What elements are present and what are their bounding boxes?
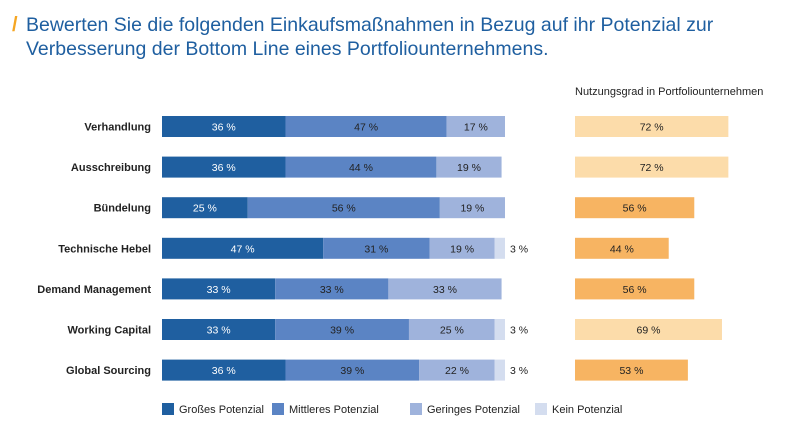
utilization-label-working-capital: 69 % [637,325,661,337]
bar-label-geringes-potenzial-verhandlung: 17 % [464,122,488,134]
legend-swatch-mittleres-potenzial [272,403,284,415]
title-line-2: Verbesserung der Bottom Line eines Portf… [26,38,549,60]
bar-label-grosses-potenzial-global-sourcing: 36 % [212,365,236,377]
bar-label-kein-potenzial-technische-hebel: 3 % [510,243,528,255]
utilization-bar-global-sourcing [575,359,688,381]
bar-label-geringes-potenzial-buendelung: 19 % [460,203,484,215]
legend-swatch-kein-potenzial [535,403,547,415]
utilization-label-demand-management: 56 % [623,284,647,296]
bar-mittleres-potenzial-technische-hebel [323,237,430,259]
bar-mittleres-potenzial-ausschreibung [285,156,437,178]
bar-geringes-potenzial-global-sourcing [419,359,495,381]
bar-label-geringes-potenzial-ausschreibung: 19 % [457,162,481,174]
bar-label-geringes-potenzial-working-capital: 25 % [440,325,464,337]
bar-label-kein-potenzial-working-capital: 3 % [510,325,528,337]
bar-label-mittleres-potenzial-buendelung: 56 % [332,203,356,215]
bar-mittleres-potenzial-working-capital [275,319,409,340]
legend-swatch-grosses-potenzial [162,403,174,415]
bar-label-grosses-potenzial-demand-management: 33 % [207,284,231,296]
bar-label-grosses-potenzial-technische-hebel: 47 % [231,243,255,255]
bar-label-geringes-potenzial-global-sourcing: 22 % [445,365,469,377]
title-accent-icon: / [12,14,18,36]
bar-geringes-potenzial-ausschreibung [436,156,502,178]
utilization-bar-buendelung [575,197,695,219]
bar-label-mittleres-potenzial-technische-hebel: 31 % [364,243,388,255]
bar-label-kein-potenzial-global-sourcing: 3 % [510,365,528,377]
bar-label-grosses-potenzial-ausschreibung: 36 % [212,162,236,174]
bar-mittleres-potenzial-global-sourcing [285,359,420,381]
bar-geringes-potenzial-technische-hebel [429,237,495,259]
bar-grosses-potenzial-buendelung [162,197,248,219]
category-label-technische-hebel: Technische Hebel [58,243,151,255]
bar-label-mittleres-potenzial-global-sourcing: 39 % [340,365,364,377]
bar-label-grosses-potenzial-buendelung: 25 % [193,203,217,215]
bar-grosses-potenzial-ausschreibung [162,156,286,178]
category-label-demand-management: Demand Management [37,284,151,296]
utilization-bar-technische-hebel [575,237,669,259]
bar-label-geringes-potenzial-technische-hebel: 19 % [450,243,474,255]
utilization-bar-working-capital [575,319,722,340]
utilization-label-global-sourcing: 53 % [619,365,643,377]
bar-geringes-potenzial-working-capital [408,319,495,340]
bar-kein-potenzial-technische-hebel [494,237,505,259]
bar-kein-potenzial-working-capital [494,319,505,340]
bar-grosses-potenzial-technische-hebel [162,237,324,259]
bar-grosses-potenzial-verhandlung [162,116,286,137]
bar-label-mittleres-potenzial-demand-management: 33 % [320,284,344,296]
bar-mittleres-potenzial-verhandlung [285,116,447,137]
category-label-global-sourcing: Global Sourcing [66,365,151,377]
bar-label-grosses-potenzial-working-capital: 33 % [207,325,231,337]
legend-label-geringes-potenzial: Geringes Potenzial [427,404,520,416]
bar-geringes-potenzial-buendelung [439,197,505,219]
legend-swatch-geringes-potenzial [410,403,422,415]
utilization-bar-ausschreibung [575,156,729,178]
bar-grosses-potenzial-working-capital [162,319,276,340]
bar-geringes-potenzial-verhandlung [446,116,505,137]
legend-label-mittleres-potenzial: Mittleres Potenzial [289,404,379,416]
bar-mittleres-potenzial-demand-management [275,278,389,300]
category-label-working-capital: Working Capital [67,325,151,337]
bar-label-geringes-potenzial-demand-management: 33 % [433,284,457,296]
bar-mittleres-potenzial-buendelung [247,197,440,219]
bar-label-grosses-potenzial-verhandlung: 36 % [212,122,236,134]
utilization-header: Nutzungsgrad in Portfoliounternehmen [575,86,763,98]
category-label-ausschreibung: Ausschreibung [71,162,151,174]
utilization-bar-demand-management [575,278,695,300]
category-label-buendelung: Bündelung [94,203,151,215]
title-line-1: Bewerten Sie die folgenden Einkaufsmaßna… [26,14,714,36]
bar-label-mittleres-potenzial-verhandlung: 47 % [354,122,378,134]
utilization-label-ausschreibung: 72 % [640,162,664,174]
bar-geringes-potenzial-demand-management [388,278,502,300]
legend-label-kein-potenzial: Kein Potenzial [552,404,622,416]
utilization-label-buendelung: 56 % [623,203,647,215]
utilization-label-technische-hebel: 44 % [610,243,634,255]
bar-grosses-potenzial-demand-management [162,278,276,300]
category-label-verhandlung: Verhandlung [84,122,151,134]
utilization-label-verhandlung: 72 % [640,122,664,134]
utilization-bar-verhandlung [575,116,729,137]
bar-grosses-potenzial-global-sourcing [162,359,286,381]
bar-kein-potenzial-global-sourcing [494,359,505,381]
bar-label-mittleres-potenzial-ausschreibung: 44 % [349,162,373,174]
legend-label-grosses-potenzial: Großes Potenzial [179,404,264,416]
bar-label-mittleres-potenzial-working-capital: 39 % [330,325,354,337]
